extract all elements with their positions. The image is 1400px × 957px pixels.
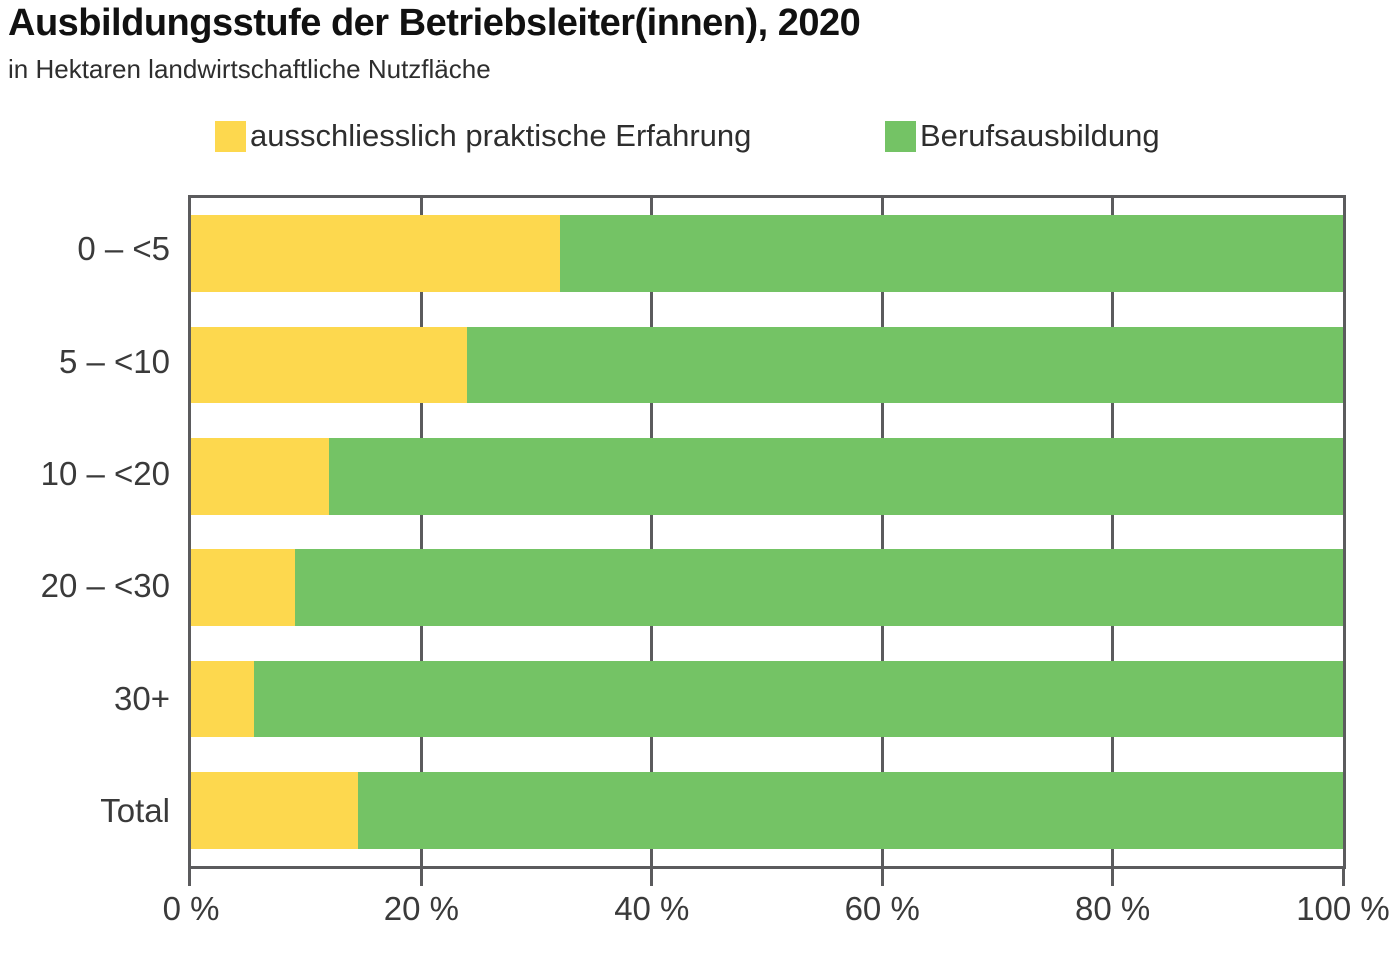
legend-swatch-green xyxy=(885,120,916,152)
x-tick-label: 100 % xyxy=(1296,890,1390,927)
y-category-label: 10 – <20 xyxy=(40,454,170,492)
gridline xyxy=(650,198,654,866)
axis-tick xyxy=(1111,866,1115,886)
bar-segment-practical-experience xyxy=(191,549,295,627)
bar-segment-vocational-training xyxy=(358,771,1343,849)
chart-subtitle: in Hektaren landwirtschaftliche Nutzfläc… xyxy=(8,54,491,84)
legend-label-vocational-training: Berufsausbildung xyxy=(920,118,1160,153)
x-tick-label: 0 % xyxy=(162,890,220,927)
gridline xyxy=(880,198,884,866)
bar-row xyxy=(191,643,1343,754)
legend-item-practical-experience: ausschliesslich praktische Erfahrung xyxy=(215,118,752,153)
legend-label-practical-experience: ausschliesslich praktische Erfahrung xyxy=(250,118,752,153)
bar-segment-practical-experience xyxy=(191,660,255,738)
bar-row xyxy=(191,532,1343,643)
bar-segment-practical-experience xyxy=(191,437,330,515)
axis-tick xyxy=(188,866,191,886)
bar-segment-practical-experience xyxy=(191,326,468,404)
axis-tick xyxy=(1341,866,1345,886)
y-category-label: 20 – <30 xyxy=(40,567,170,605)
x-tick-label: 80 % xyxy=(1074,890,1151,927)
bar-segment-practical-experience xyxy=(191,215,560,293)
bar-segment-vocational-training xyxy=(467,326,1343,404)
legend-item-vocational-training: Berufsausbildung xyxy=(885,118,1160,153)
bar-segment-vocational-training xyxy=(559,215,1343,293)
axis-tick xyxy=(419,866,423,886)
y-category-label: 30+ xyxy=(114,679,170,717)
y-category-label: 5 – <10 xyxy=(58,342,170,380)
chart-title: Ausbildungsstufe der Betriebsleiter(inne… xyxy=(8,2,861,44)
bar-row xyxy=(191,755,1343,866)
x-tick-label: 60 % xyxy=(844,890,920,927)
bar-segment-vocational-training xyxy=(329,437,1343,515)
bar-segment-vocational-training xyxy=(254,660,1343,738)
gridline xyxy=(1111,198,1115,866)
axis-tick xyxy=(650,866,654,886)
y-category-label: Total xyxy=(100,791,170,829)
y-category-label: 0 – <5 xyxy=(77,230,170,268)
legend-swatch-yellow xyxy=(215,120,246,152)
bar-segment-practical-experience xyxy=(191,771,359,849)
bar-row xyxy=(191,198,1343,309)
bar-segment-vocational-training xyxy=(294,549,1343,627)
bar-row xyxy=(191,421,1343,532)
plot-area xyxy=(188,195,1346,886)
x-tick-label: 40 % xyxy=(614,890,690,927)
axis-tick xyxy=(880,866,884,886)
gridline xyxy=(419,198,423,866)
bar-row xyxy=(191,309,1343,420)
x-tick-label: 20 % xyxy=(383,890,459,927)
